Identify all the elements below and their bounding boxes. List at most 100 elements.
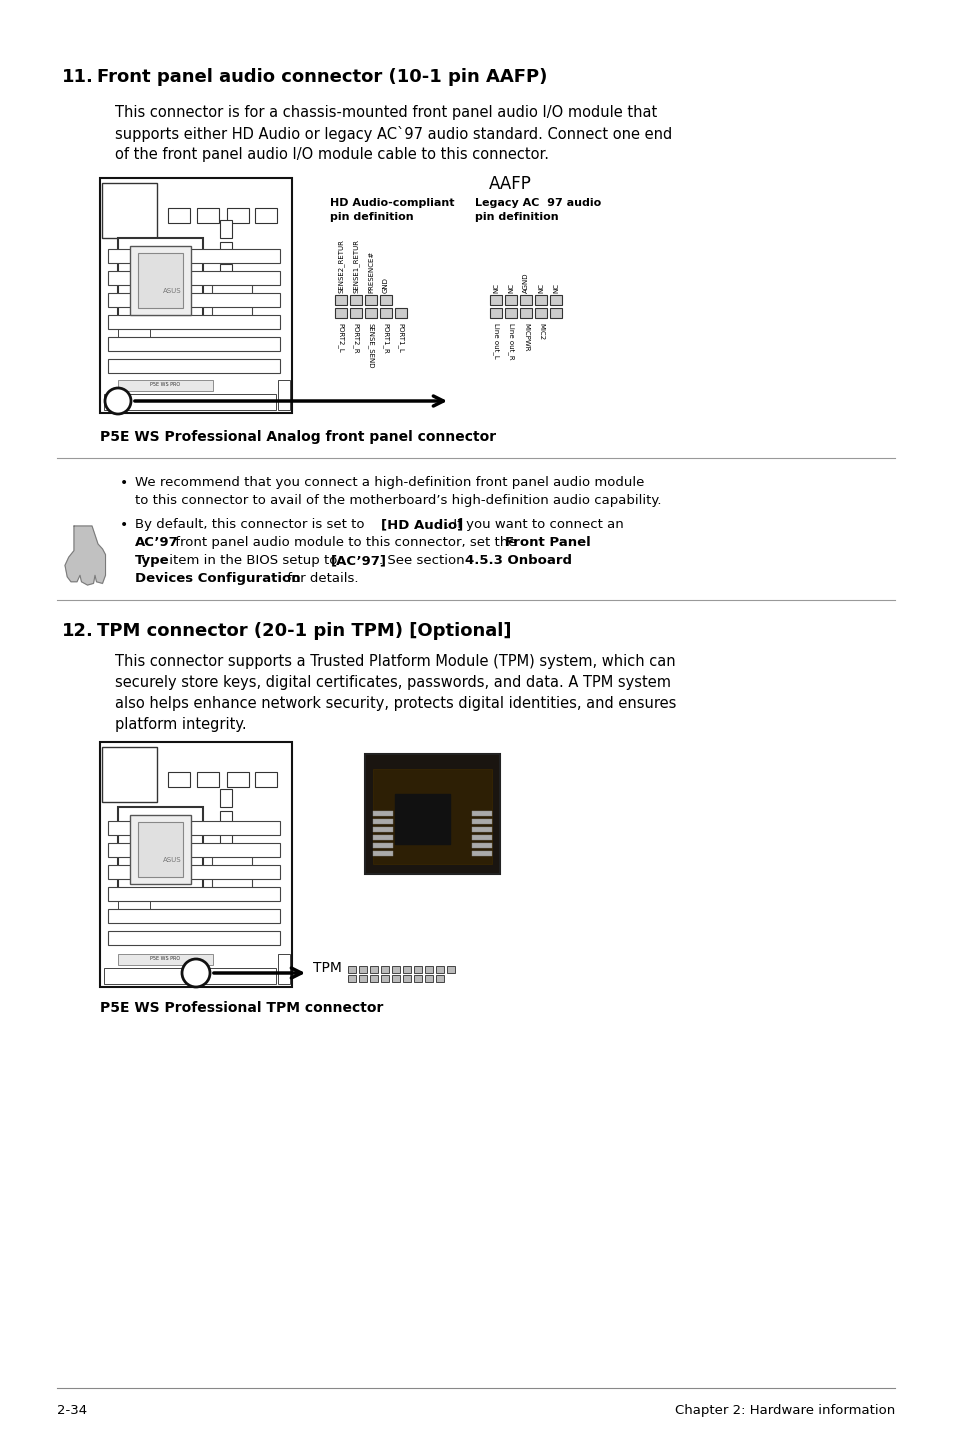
Text: [AC’97]: [AC’97] bbox=[331, 554, 387, 567]
Bar bbox=[395, 794, 450, 844]
Bar bbox=[108, 360, 280, 372]
Bar bbox=[414, 975, 421, 982]
Bar bbox=[118, 894, 150, 912]
Bar bbox=[108, 336, 280, 351]
Bar bbox=[392, 966, 399, 974]
Bar bbox=[414, 966, 421, 974]
Bar bbox=[220, 833, 232, 851]
Bar bbox=[373, 835, 393, 840]
Text: This connector is for a chassis-mounted front panel audio I/O module that: This connector is for a chassis-mounted … bbox=[115, 105, 657, 119]
Bar bbox=[118, 380, 213, 391]
Bar bbox=[220, 286, 232, 303]
Bar bbox=[102, 183, 157, 239]
Text: AC’97: AC’97 bbox=[135, 536, 178, 549]
Text: We recommend that you connect a high-definition front panel audio module: We recommend that you connect a high-def… bbox=[135, 476, 643, 489]
Bar bbox=[227, 209, 249, 223]
Bar bbox=[108, 249, 280, 263]
Text: SENSE_SEND: SENSE_SEND bbox=[367, 324, 374, 368]
Text: NC: NC bbox=[553, 283, 558, 293]
Text: TPM connector (20-1 pin TPM) [Optional]: TPM connector (20-1 pin TPM) [Optional] bbox=[97, 623, 511, 640]
Text: NC: NC bbox=[507, 283, 514, 293]
Bar bbox=[108, 843, 280, 857]
Bar bbox=[118, 325, 150, 344]
Polygon shape bbox=[65, 526, 106, 585]
Bar bbox=[472, 811, 492, 815]
Text: 2-34: 2-34 bbox=[57, 1403, 87, 1416]
Text: PRESENCE#: PRESENCE# bbox=[368, 250, 374, 293]
Bar bbox=[100, 742, 292, 986]
Bar bbox=[365, 295, 376, 305]
Text: also helps enhance network security, protects digital identities, and ensures: also helps enhance network security, pro… bbox=[115, 696, 676, 710]
Text: Chapter 2: Hardware information: Chapter 2: Hardware information bbox=[674, 1403, 894, 1416]
Bar bbox=[519, 295, 532, 305]
Bar bbox=[118, 239, 203, 324]
Bar bbox=[472, 851, 492, 856]
Text: TPM: TPM bbox=[313, 961, 341, 975]
Bar bbox=[108, 909, 280, 923]
Bar bbox=[168, 209, 190, 223]
Bar bbox=[370, 975, 377, 982]
Circle shape bbox=[182, 959, 210, 986]
Bar bbox=[373, 820, 393, 824]
Bar bbox=[447, 966, 455, 974]
Text: item in the BIOS setup to: item in the BIOS setup to bbox=[165, 554, 341, 567]
Bar bbox=[490, 308, 501, 318]
Bar bbox=[358, 975, 367, 982]
Bar bbox=[472, 843, 492, 848]
Bar bbox=[373, 843, 393, 848]
Text: front panel audio module to this connector, set the: front panel audio module to this connect… bbox=[171, 536, 520, 549]
Bar bbox=[220, 220, 232, 239]
Text: •: • bbox=[120, 476, 128, 490]
Text: 12.: 12. bbox=[62, 623, 93, 640]
Text: Front Panel: Front Panel bbox=[504, 536, 590, 549]
Bar bbox=[212, 283, 252, 324]
Bar bbox=[102, 746, 157, 802]
Text: AAFP: AAFP bbox=[488, 175, 531, 193]
Text: P5E WS PRO: P5E WS PRO bbox=[150, 956, 180, 962]
Bar bbox=[490, 295, 501, 305]
Bar bbox=[277, 380, 290, 410]
Text: HD Audio-compliant: HD Audio-compliant bbox=[330, 198, 454, 209]
Text: SENSE2_RETUR: SENSE2_RETUR bbox=[337, 239, 344, 293]
Bar bbox=[138, 823, 183, 877]
Bar bbox=[104, 394, 275, 410]
Text: NC: NC bbox=[537, 283, 543, 293]
Text: PORT1_R: PORT1_R bbox=[382, 324, 389, 354]
Bar bbox=[373, 769, 492, 864]
Bar bbox=[436, 966, 443, 974]
Text: platform integrity.: platform integrity. bbox=[115, 718, 247, 732]
Bar bbox=[519, 308, 532, 318]
Text: By default, this connector is set to: By default, this connector is set to bbox=[135, 518, 369, 531]
Bar bbox=[379, 308, 392, 318]
Bar bbox=[220, 265, 232, 282]
Text: P5E WS PRO: P5E WS PRO bbox=[150, 383, 180, 387]
Bar bbox=[348, 975, 355, 982]
Text: 4.5.3 Onboard: 4.5.3 Onboard bbox=[464, 554, 572, 567]
Bar bbox=[108, 315, 280, 329]
Text: This connector supports a Trusted Platform Module (TPM) system, which can: This connector supports a Trusted Platfo… bbox=[115, 654, 675, 669]
Bar bbox=[504, 308, 517, 318]
Text: Line out_R: Line out_R bbox=[507, 324, 514, 360]
Text: MICPWR: MICPWR bbox=[522, 324, 529, 351]
Bar bbox=[212, 851, 252, 892]
Bar bbox=[504, 295, 517, 305]
Bar bbox=[220, 811, 232, 828]
Bar bbox=[254, 209, 276, 223]
Bar bbox=[335, 295, 347, 305]
Bar bbox=[472, 835, 492, 840]
Text: Devices Configuration: Devices Configuration bbox=[135, 572, 300, 585]
Bar bbox=[550, 308, 561, 318]
Text: to this connector to avail of the motherboard’s high-definition audio capability: to this connector to avail of the mother… bbox=[135, 495, 660, 508]
Text: pin definition: pin definition bbox=[475, 211, 558, 221]
Bar bbox=[365, 308, 376, 318]
Text: GND: GND bbox=[382, 278, 389, 293]
Text: pin definition: pin definition bbox=[330, 211, 414, 221]
Bar bbox=[472, 827, 492, 833]
Bar bbox=[350, 295, 361, 305]
Bar bbox=[138, 253, 183, 308]
Bar bbox=[358, 966, 367, 974]
Text: . If you want to connect an: . If you want to connect an bbox=[444, 518, 623, 531]
Bar bbox=[108, 270, 280, 285]
Bar bbox=[220, 856, 232, 873]
Text: Line out_L: Line out_L bbox=[492, 324, 498, 358]
